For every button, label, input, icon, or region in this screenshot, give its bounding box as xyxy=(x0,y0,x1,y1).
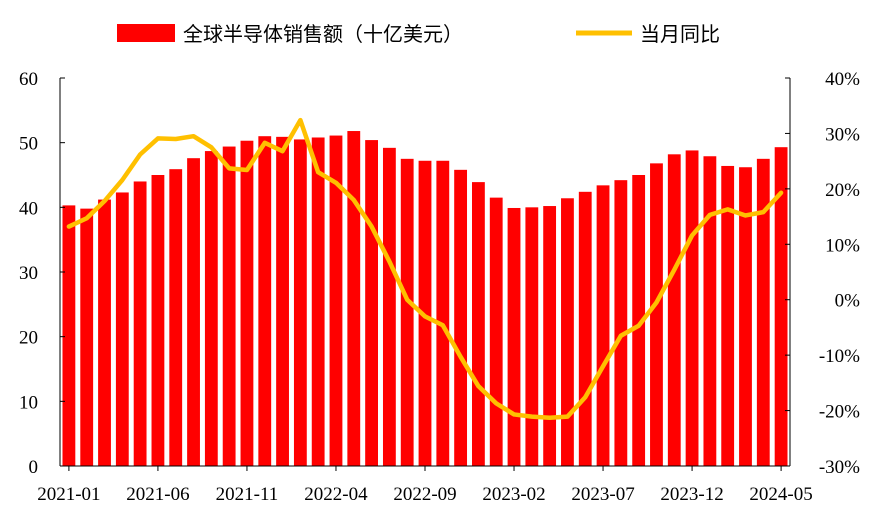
x-ticks: 2021-01 2021-06 2021-11 2022-04 2022-09 2023-… xyxy=(37,466,813,505)
x-tick-label: 2021-01 xyxy=(37,484,100,505)
x-tick-label: 2023-02 xyxy=(482,484,545,505)
bar-2023-06 xyxy=(578,191,592,466)
bar-2021-02 xyxy=(80,208,94,466)
y-left-tick-label: 30 xyxy=(19,263,38,284)
y-right-tick-label: 20% xyxy=(825,180,860,201)
x-tick-label: 2021-06 xyxy=(126,484,189,505)
y-left-tick-label: 40 xyxy=(19,198,38,219)
bar-2023-03 xyxy=(525,207,539,466)
bar-2024-02 xyxy=(721,165,735,466)
line-yoy xyxy=(66,117,784,421)
y-right-tick-label: -10% xyxy=(819,346,860,367)
y-right-tick-label: 40% xyxy=(825,69,860,90)
bar-2023-01 xyxy=(489,197,503,466)
x-tick-label: 2022-09 xyxy=(393,484,456,505)
x-tick-label: 2023-07 xyxy=(571,484,634,505)
y-left-tick-label: 20 xyxy=(19,328,38,349)
bar-2022-08 xyxy=(400,158,414,466)
bar-2021-06 xyxy=(151,175,165,466)
y-left-tick-label: 0 xyxy=(29,457,39,478)
bar-2022-02 xyxy=(293,139,307,466)
bar-2021-11 xyxy=(240,140,254,467)
bar-2023-09 xyxy=(632,175,646,466)
bar-2021-03 xyxy=(98,199,111,466)
y-left-ticks: 0 10 20 30 40 50 60 xyxy=(19,69,65,478)
bar-2023-10 xyxy=(650,163,663,467)
bar-2024-05 xyxy=(774,147,788,466)
y-right-tick-label: 10% xyxy=(825,235,860,256)
y-right-tick-label: -30% xyxy=(819,457,860,478)
bar-2022-10 xyxy=(436,160,450,466)
bar-2024-03 xyxy=(739,167,752,467)
line-series-yoy xyxy=(66,117,784,421)
y-left-tick-label: 50 xyxy=(19,134,38,155)
x-tick-label: 2024-05 xyxy=(749,484,812,505)
y-left-tick-label: 60 xyxy=(19,69,38,90)
legend-label-sales: 全球半导体销售额（十亿美元） xyxy=(183,22,463,46)
bar-2024-04 xyxy=(756,158,770,466)
y-left-tick-label: 10 xyxy=(19,392,38,413)
x-tick-label: 2022-04 xyxy=(304,484,368,505)
x-tick-label: 2021-11 xyxy=(216,484,279,505)
bar-2023-11 xyxy=(667,154,681,466)
bar-2023-12 xyxy=(685,150,699,466)
bar-2022-07 xyxy=(382,147,396,466)
bar-2021-04 xyxy=(115,192,129,466)
bar-2022-01 xyxy=(276,136,289,466)
bar-2021-01 xyxy=(62,205,76,466)
bar-2024-01 xyxy=(703,156,717,466)
bar-2022-11 xyxy=(454,169,468,466)
y-right-ticks: -30% -20% -10% 0% 10% 20% 30% 40% xyxy=(785,69,860,478)
bar-2021-09 xyxy=(204,151,218,466)
legend: 全球半导体销售额（十亿美元） 当月同比 xyxy=(117,22,720,46)
bar-2022-04 xyxy=(329,135,343,467)
bar-2021-10 xyxy=(222,146,236,467)
bar-2021-07 xyxy=(169,169,183,466)
bar-2023-08 xyxy=(614,180,628,467)
bar-2023-05 xyxy=(561,198,574,466)
x-tick-label: 2023-12 xyxy=(660,484,723,505)
bar-2022-03 xyxy=(311,137,325,467)
bar-2023-07 xyxy=(596,185,610,466)
y-right-tick-label: -20% xyxy=(819,402,860,423)
bar-2021-08 xyxy=(187,158,200,466)
bar-2021-12 xyxy=(258,136,272,466)
bar-2022-12 xyxy=(472,182,485,467)
y-right-tick-label: 0% xyxy=(835,291,861,312)
legend-label-yoy: 当月同比 xyxy=(640,22,720,46)
bar-2022-05 xyxy=(347,131,361,466)
bar-2022-06 xyxy=(365,140,378,466)
bar-2021-05 xyxy=(133,181,147,466)
legend-swatch-sales xyxy=(117,24,175,42)
bars-series-sales xyxy=(62,131,788,467)
bar-2023-04 xyxy=(543,206,557,467)
y-right-tick-label: 30% xyxy=(825,124,860,145)
bar-2023-02 xyxy=(507,207,521,467)
